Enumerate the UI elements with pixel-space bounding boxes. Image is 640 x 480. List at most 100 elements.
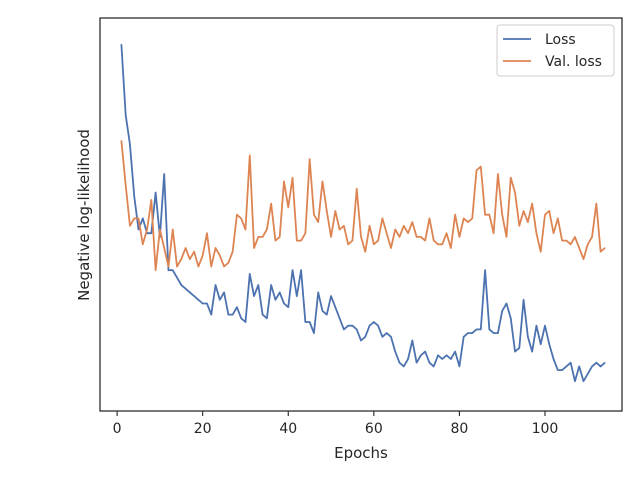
data-point bbox=[497, 332, 499, 334]
data-point bbox=[484, 269, 486, 271]
data-point bbox=[356, 328, 358, 330]
data-point bbox=[270, 203, 272, 205]
data-point bbox=[236, 306, 238, 308]
data-point bbox=[279, 236, 281, 238]
data-point bbox=[420, 236, 422, 238]
data-point bbox=[445, 354, 448, 356]
data-point bbox=[202, 302, 204, 305]
data-point bbox=[155, 191, 157, 194]
data-point bbox=[604, 247, 606, 249]
data-point bbox=[527, 221, 529, 223]
data-point bbox=[266, 317, 268, 319]
plot-frame bbox=[99, 17, 623, 412]
data-point bbox=[274, 299, 277, 301]
data-point bbox=[321, 310, 324, 312]
data-point bbox=[505, 302, 508, 305]
data-point bbox=[120, 140, 122, 142]
data-point bbox=[219, 254, 221, 256]
data-point bbox=[595, 203, 597, 205]
data-point bbox=[522, 210, 525, 212]
data-point bbox=[360, 236, 362, 238]
data-point bbox=[377, 325, 379, 327]
data-point bbox=[471, 332, 473, 334]
data-point bbox=[334, 210, 336, 212]
data-point bbox=[300, 240, 302, 242]
data-point bbox=[565, 365, 567, 367]
data-point bbox=[206, 302, 208, 305]
data-point bbox=[557, 217, 559, 219]
data-point bbox=[214, 247, 217, 249]
data-point bbox=[142, 217, 144, 219]
data-point bbox=[467, 332, 469, 334]
data-point bbox=[557, 369, 559, 371]
data-point bbox=[514, 351, 516, 353]
data-point bbox=[339, 228, 341, 231]
data-point bbox=[552, 232, 555, 234]
data-point bbox=[484, 214, 486, 216]
data-point bbox=[480, 328, 482, 330]
data-point bbox=[420, 354, 422, 356]
data-point bbox=[510, 317, 512, 319]
data-point bbox=[540, 251, 542, 253]
data-point bbox=[531, 203, 533, 205]
data-point bbox=[428, 362, 431, 364]
data-point bbox=[150, 232, 152, 234]
data-point bbox=[339, 317, 341, 319]
data-point bbox=[574, 236, 576, 238]
data-point bbox=[223, 291, 225, 293]
data-point bbox=[488, 214, 490, 216]
data-point bbox=[253, 247, 255, 249]
data-point bbox=[244, 228, 247, 231]
legend-box bbox=[496, 24, 615, 77]
data-point bbox=[347, 243, 349, 245]
data-point bbox=[309, 321, 311, 323]
data-point bbox=[604, 362, 606, 364]
data-point bbox=[535, 325, 538, 327]
data-point bbox=[544, 214, 546, 216]
data-point bbox=[454, 214, 456, 216]
data-point bbox=[497, 173, 499, 175]
data-point bbox=[373, 321, 375, 323]
data-point bbox=[574, 380, 576, 382]
legend-label-loss: Loss bbox=[545, 32, 576, 48]
data-point bbox=[591, 236, 593, 238]
data-point bbox=[180, 258, 182, 260]
data-point bbox=[296, 240, 298, 242]
data-point bbox=[180, 284, 182, 286]
data-point bbox=[458, 236, 461, 238]
data-point bbox=[390, 336, 392, 338]
data-point bbox=[210, 314, 212, 316]
data-point bbox=[163, 247, 165, 249]
data-point bbox=[120, 43, 122, 46]
data-point bbox=[403, 225, 405, 227]
data-point bbox=[283, 180, 285, 182]
data-point bbox=[600, 251, 602, 253]
data-point bbox=[184, 247, 187, 249]
data-point bbox=[407, 358, 409, 360]
data-point bbox=[155, 269, 157, 271]
data-point bbox=[240, 317, 242, 319]
data-point bbox=[582, 258, 585, 260]
data-point bbox=[501, 310, 503, 312]
data-point bbox=[424, 351, 426, 353]
data-point bbox=[561, 369, 563, 371]
data-point bbox=[480, 166, 482, 168]
data-point bbox=[548, 343, 550, 345]
data-point bbox=[253, 295, 255, 297]
data-point bbox=[390, 247, 392, 249]
data-point bbox=[548, 210, 550, 212]
data-point bbox=[518, 347, 520, 349]
data-point bbox=[193, 295, 195, 297]
data-point bbox=[416, 236, 418, 238]
data-point bbox=[287, 306, 289, 308]
data-point bbox=[206, 232, 208, 234]
data-point bbox=[232, 251, 234, 253]
data-point bbox=[493, 332, 495, 334]
data-point bbox=[411, 339, 413, 342]
x-tick-label: 80 bbox=[450, 421, 468, 437]
x-tick-label: 100 bbox=[532, 421, 559, 437]
data-point bbox=[150, 199, 152, 201]
series-line-loss bbox=[120, 44, 606, 383]
